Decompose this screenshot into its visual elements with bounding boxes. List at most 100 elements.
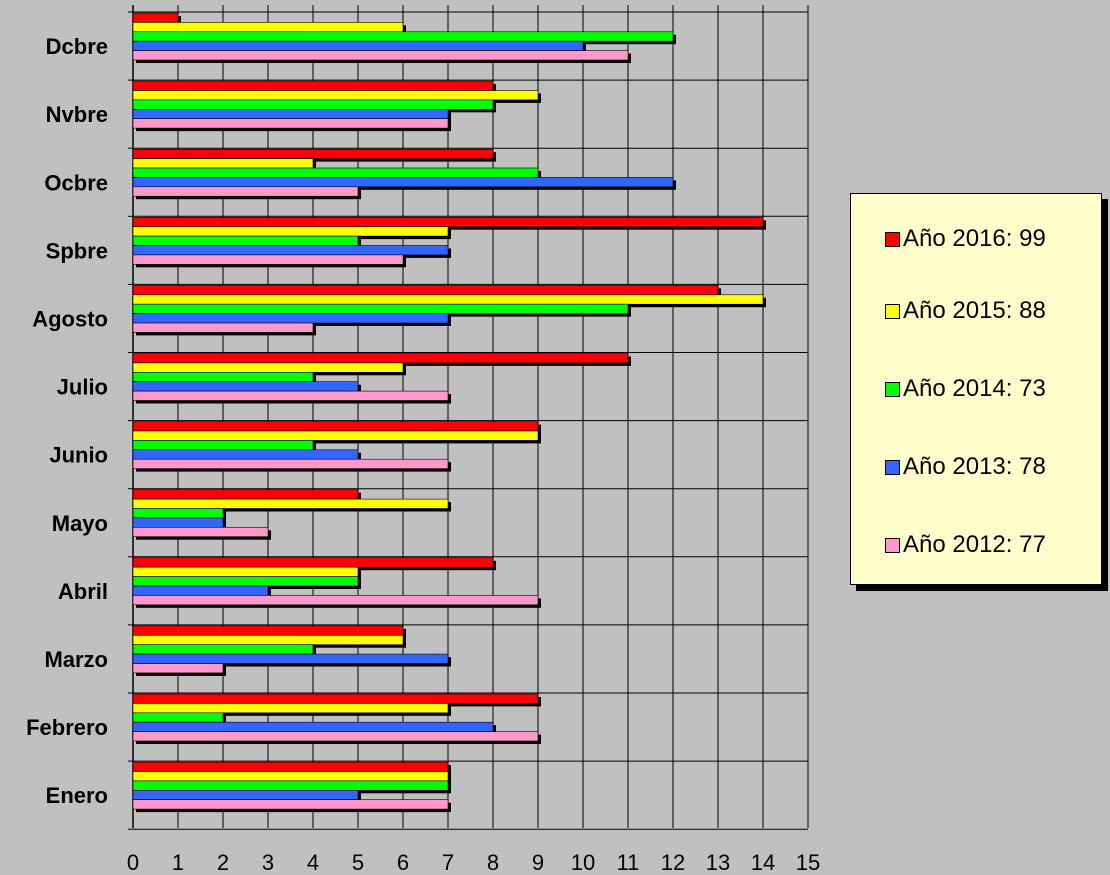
bar — [132, 285, 719, 296]
bar — [132, 595, 539, 606]
category-label: Nvbre — [46, 102, 108, 127]
bar — [132, 226, 449, 237]
category-label: Mayo — [52, 511, 108, 536]
x-tick-label: 1 — [172, 850, 184, 875]
bar — [132, 789, 359, 800]
bar — [132, 771, 449, 782]
legend: Año 2016: 99 Año 2015: 88 Año 2014: 73 A… — [850, 193, 1102, 585]
bar — [132, 731, 539, 742]
x-tick-label: 12 — [661, 850, 685, 875]
bar — [132, 489, 359, 500]
bar — [132, 217, 764, 228]
bar — [132, 449, 359, 460]
bar — [132, 644, 314, 655]
legend-item-2015: Año 2015: 88 — [885, 297, 1046, 325]
bar — [132, 440, 314, 451]
bar — [132, 799, 449, 810]
category-label: Ocbre — [44, 170, 108, 195]
bar — [132, 663, 224, 674]
category-label: Marzo — [44, 647, 108, 672]
bar — [132, 703, 449, 714]
x-tick-label: 15 — [796, 850, 820, 875]
category-label: Enero — [46, 783, 108, 808]
category-label: Agosto — [32, 306, 108, 331]
bar — [132, 390, 449, 401]
legend-swatch-2015 — [885, 303, 900, 319]
legend-label-2013: Año 2013: 78 — [903, 453, 1046, 480]
legend-swatch-2013 — [885, 459, 900, 475]
bar — [132, 585, 269, 596]
bar — [132, 780, 449, 791]
bar — [132, 322, 314, 333]
x-tick-label: 6 — [397, 850, 409, 875]
bar — [132, 40, 584, 51]
category-label: Abril — [58, 579, 108, 604]
x-tick-label: 14 — [751, 850, 775, 875]
bar — [132, 235, 359, 246]
bar — [132, 721, 494, 732]
x-tick-label: 2 — [217, 850, 229, 875]
legend-item-2014: Año 2014: 73 — [885, 375, 1046, 403]
bar — [132, 22, 404, 33]
x-tick-label: 7 — [442, 850, 454, 875]
bar — [132, 712, 224, 723]
x-tick-label: 5 — [352, 850, 364, 875]
bar — [132, 430, 539, 441]
bar — [132, 381, 359, 392]
bars — [132, 12, 766, 813]
grid-lines — [128, 5, 809, 830]
bar — [132, 371, 314, 382]
bar — [132, 80, 494, 91]
legend-label-2012: Año 2012: 77 — [903, 531, 1046, 558]
legend-label-2014: Año 2014: 73 — [903, 375, 1046, 402]
legend-swatch-2012 — [885, 537, 900, 553]
bar — [132, 498, 449, 509]
x-tick-label: 10 — [571, 850, 595, 875]
bar — [132, 294, 764, 305]
bar — [132, 313, 449, 324]
legend-swatch-2016 — [885, 231, 900, 247]
legend-label-2015: Año 2015: 88 — [903, 297, 1046, 324]
bar — [132, 12, 179, 23]
legend-item-2012: Año 2012: 77 — [885, 531, 1046, 559]
x-tick-label: 8 — [487, 850, 499, 875]
x-tick-label: 9 — [532, 850, 544, 875]
category-label: Spbre — [46, 238, 108, 263]
bar — [132, 118, 449, 129]
legend-item-2013: Año 2013: 78 — [885, 453, 1046, 481]
bar — [132, 557, 494, 568]
bar — [132, 254, 404, 265]
bar — [132, 458, 449, 469]
bar — [132, 353, 629, 364]
bar — [132, 50, 629, 61]
bar — [132, 566, 359, 577]
category-label: Dcbre — [46, 34, 108, 59]
bar — [132, 693, 539, 704]
x-tick-label: 3 — [262, 850, 274, 875]
bar — [132, 245, 449, 256]
category-labels: Enero Febrero Marzo Abril Mayo Junio Julio Agos… — [26, 34, 108, 808]
x-tick-label: 11 — [617, 850, 640, 875]
legend-swatch-2014 — [885, 381, 900, 397]
bar — [132, 158, 314, 169]
bar — [132, 761, 449, 772]
category-label: Junio — [49, 443, 108, 468]
bar — [132, 167, 539, 178]
bar — [132, 362, 404, 373]
x-tick-label: 13 — [706, 850, 730, 875]
bar — [132, 576, 359, 587]
bar — [132, 177, 674, 188]
bar — [132, 303, 629, 314]
bar — [132, 99, 494, 110]
x-tick-label: 4 — [307, 850, 319, 875]
bar — [132, 186, 359, 197]
x-tick-label: 0 — [127, 850, 139, 875]
x-tick-labels: 0 1 2 3 4 5 6 7 8 9 10 11 12 13 14 15 — [127, 850, 820, 875]
category-label: Febrero — [26, 715, 108, 740]
bar — [132, 90, 539, 101]
bar — [132, 625, 404, 636]
bar — [132, 109, 449, 120]
legend-label-2016: Año 2016: 99 — [903, 225, 1046, 252]
bar — [132, 421, 539, 432]
